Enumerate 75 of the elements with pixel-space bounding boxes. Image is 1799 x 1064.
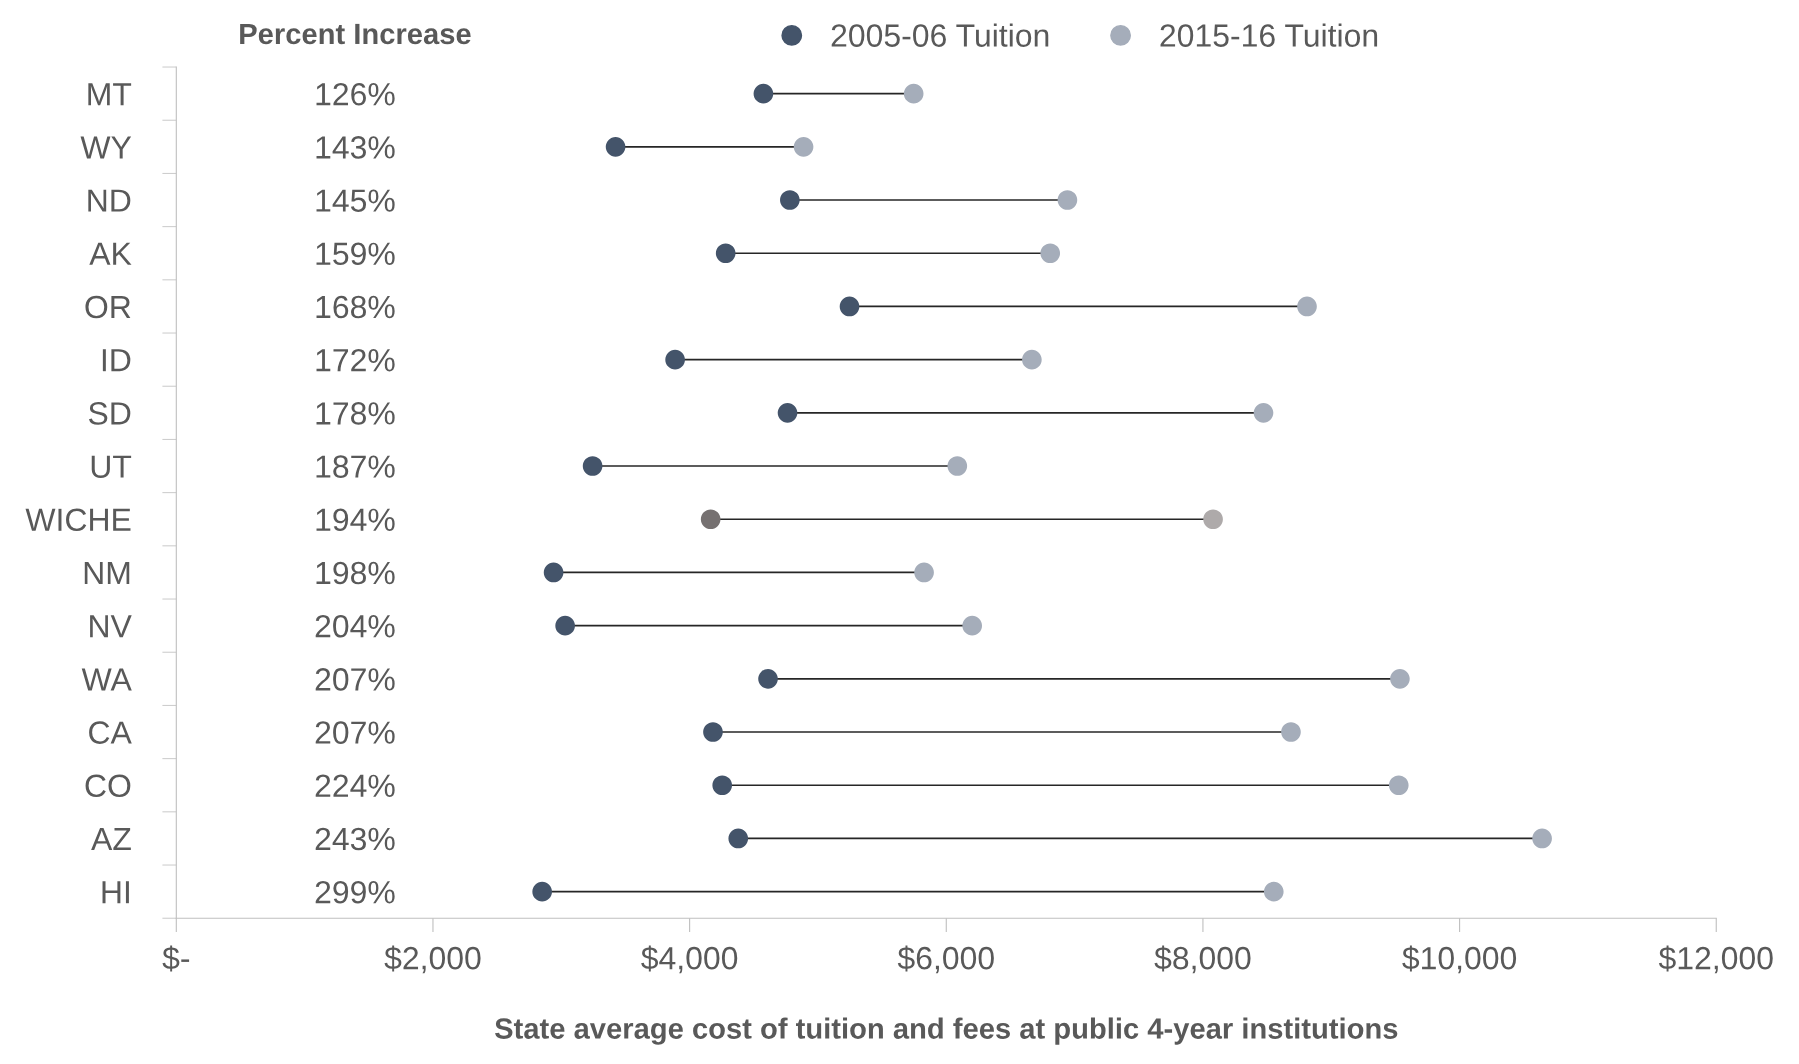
- y-tick-label: WICHE: [25, 508, 131, 532]
- point: [1297, 296, 1317, 317]
- point: [1390, 669, 1410, 689]
- annotation: 224%: [315, 774, 395, 797]
- point: [605, 137, 626, 157]
- point: [947, 456, 968, 476]
- point: [753, 83, 774, 104]
- point: [582, 456, 603, 476]
- y-tick-label: UT: [91, 455, 132, 478]
- y-tick-label: NV: [90, 615, 132, 638]
- x-tick-label: $-: [162, 945, 190, 972]
- annotation: 187%: [316, 455, 395, 478]
- annotation: 207%: [315, 721, 395, 744]
- point: [1203, 509, 1223, 530]
- point: [1040, 243, 1061, 264]
- y-tick-label: WY: [80, 136, 132, 159]
- legend-label: 2005-06 Tuition: [831, 23, 1049, 47]
- y-tick-label: SD: [88, 402, 131, 425]
- point: [715, 243, 736, 264]
- annotation: 243%: [315, 827, 395, 851]
- annotation: 178%: [316, 402, 395, 425]
- y-tick-label: AK: [89, 242, 132, 265]
- point: [700, 509, 721, 530]
- annotation: 194%: [316, 508, 395, 532]
- point: [1057, 190, 1078, 210]
- x-tick-label: $8,000: [1154, 945, 1251, 974]
- y-tick-label: ID: [102, 349, 131, 372]
- annotation: 299%: [315, 880, 395, 904]
- point: [728, 828, 749, 849]
- annotation: 198%: [316, 561, 395, 585]
- point: [758, 669, 778, 689]
- point: [793, 137, 814, 157]
- point: [555, 615, 575, 636]
- point: [1388, 775, 1409, 796]
- y-tick-label: CO: [85, 774, 131, 798]
- point: [914, 562, 934, 583]
- annotation: 143%: [316, 136, 395, 159]
- point: [532, 881, 552, 902]
- text: Percent Increase: [240, 23, 471, 45]
- point: [1022, 349, 1042, 370]
- y-tick-label: HI: [102, 881, 129, 904]
- annotation: 172%: [316, 348, 395, 372]
- point: [1532, 828, 1552, 849]
- point: [543, 562, 564, 583]
- x-tick-label: $4,000: [641, 945, 738, 974]
- x-tick-label: $10,000: [1402, 945, 1517, 974]
- annotation: 168%: [316, 295, 395, 319]
- y-tick-label: ND: [88, 189, 131, 212]
- y-tick-label: AZ: [91, 828, 131, 851]
- point: [962, 615, 983, 636]
- y-tick-label: OR: [85, 295, 131, 319]
- point: [839, 296, 860, 317]
- legend-label: 2015-16 Tuition: [1160, 23, 1378, 47]
- y-tick-label: CA: [89, 721, 132, 744]
- x-tick-label: $12,000: [1658, 945, 1773, 974]
- point: [777, 403, 798, 423]
- point: [903, 83, 924, 104]
- point: [665, 349, 685, 370]
- x-tick-label: $2,000: [384, 945, 481, 974]
- x-tick-label: $6,000: [897, 945, 994, 974]
- point: [712, 775, 733, 796]
- x-axis-title: State average cost of tuition and fees at public 4-year institutions: [494, 1017, 1398, 1045]
- annotation: 145%: [316, 189, 395, 212]
- annotation: 159%: [316, 242, 395, 266]
- point: [780, 190, 800, 210]
- annotation: 126%: [316, 82, 395, 106]
- y-tick-label: WA: [81, 668, 132, 691]
- annotation: 204%: [315, 614, 395, 638]
- y-tick-label: NM: [84, 562, 130, 585]
- point: [1281, 722, 1301, 742]
- point: [1253, 403, 1274, 423]
- y-tick-label: MT: [88, 83, 132, 106]
- annotation: 207%: [315, 668, 395, 691]
- point: [703, 722, 723, 742]
- point: [1263, 881, 1284, 902]
